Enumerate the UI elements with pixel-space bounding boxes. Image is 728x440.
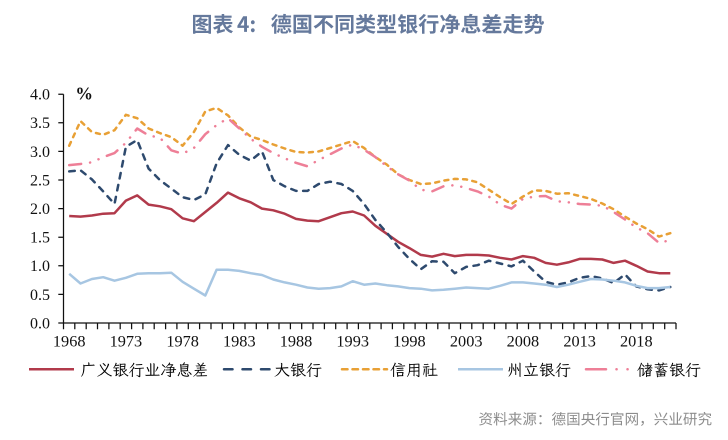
- svg-text:2.5: 2.5: [30, 172, 50, 189]
- svg-text:4.0: 4.0: [30, 87, 50, 104]
- svg-text:1.5: 1.5: [30, 230, 50, 247]
- svg-text:1.0: 1.0: [30, 258, 50, 275]
- svg-text:3.5: 3.5: [30, 115, 50, 132]
- svg-text:1968: 1968: [53, 332, 86, 351]
- svg-text:0.0: 0.0: [30, 315, 50, 332]
- svg-text:2.0: 2.0: [30, 201, 50, 218]
- svg-text:2003: 2003: [450, 332, 483, 351]
- svg-text:1983: 1983: [223, 332, 256, 351]
- svg-text:1973: 1973: [110, 332, 143, 351]
- svg-text:%: %: [75, 84, 93, 104]
- svg-text:1998: 1998: [393, 332, 426, 351]
- svg-text:1988: 1988: [280, 332, 313, 351]
- svg-text:1993: 1993: [336, 332, 369, 351]
- svg-text:0.5: 0.5: [30, 287, 50, 304]
- svg-text:3.0: 3.0: [30, 144, 50, 161]
- svg-text:2018: 2018: [620, 332, 653, 351]
- svg-text:2008: 2008: [507, 332, 540, 351]
- svg-text:2013: 2013: [563, 332, 596, 351]
- svg-text:1978: 1978: [166, 332, 199, 351]
